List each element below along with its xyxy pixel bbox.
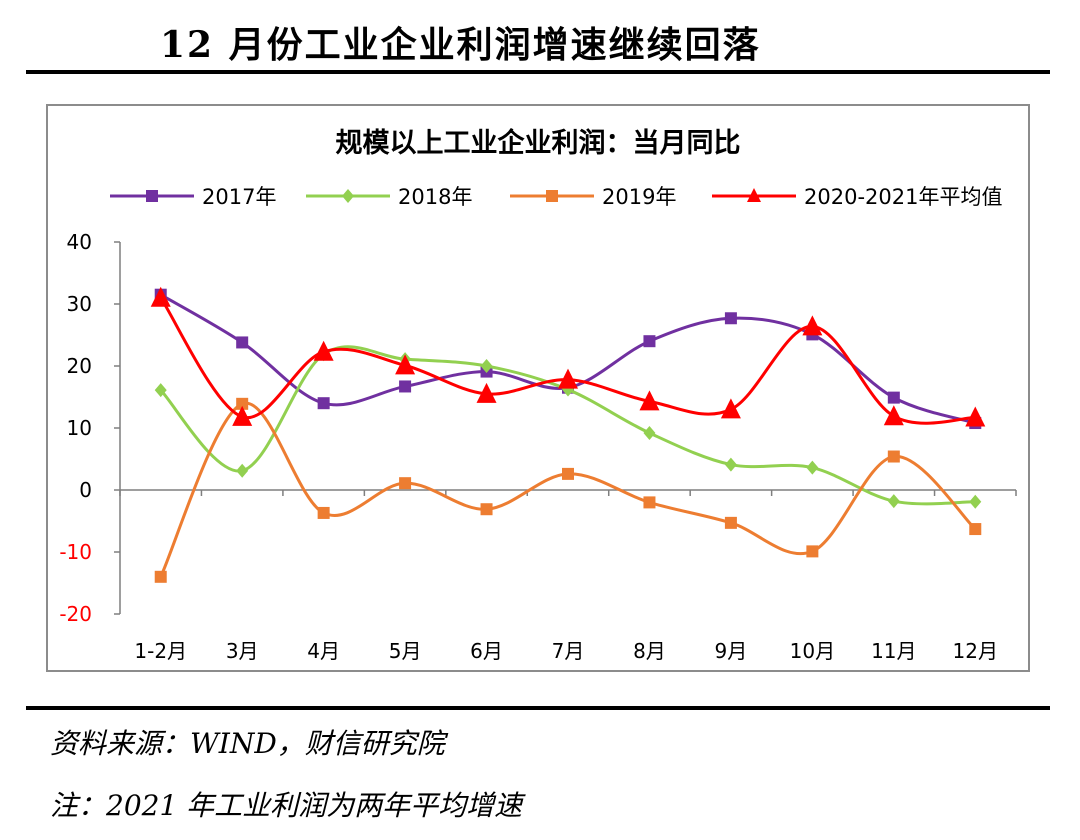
x-tick-label: 7月 [552,639,585,663]
data-point [317,506,330,519]
data-point [887,391,900,404]
data-point [965,406,986,427]
legend-item: 2017年 [110,185,276,209]
data-point [969,494,982,509]
chart-series [150,286,986,583]
data-point [317,397,330,410]
data-point [480,359,493,373]
y-tick-label: 20 [67,354,92,378]
data-point [562,467,574,480]
legend-marker [146,190,158,202]
x-tick-label: 1-2月 [134,639,187,663]
legend-label: 2017年 [202,185,276,209]
x-tick-label: 6月 [470,639,503,663]
y-tick-label: -10 [59,540,92,564]
legend-marker [747,188,761,202]
data-point [643,425,656,440]
series-line [159,293,976,425]
series-3 [154,397,982,583]
x-tick-label: 10月 [790,639,835,663]
data-point [236,336,249,349]
footer-rule [26,706,1050,710]
data-point [969,523,982,536]
legend-marker [546,190,558,202]
y-tick-label: 30 [67,292,92,316]
x-tick-label: 9月 [715,639,748,663]
x-tick-label: 11月 [871,639,916,663]
chart-frame: 规模以上工业企业利润：当月同比 2017年 2018年 2019年 2020-2021… [46,104,1030,672]
data-point [639,390,660,411]
data-point [476,382,497,403]
data-point [232,405,253,426]
data-point [806,460,819,475]
chart-legend: 2017年 2018年 2019年 2020-2021年平均值 [110,185,1002,209]
series-4 [150,286,986,427]
data-point [236,397,249,410]
page-title: 12 月份工业企业利润增速继续回落 [160,24,761,66]
data-point [724,312,737,325]
x-tick-label: 8月 [633,639,666,663]
data-point [154,570,167,583]
title-rule [26,70,1050,74]
legend-item: 2018年 [306,185,472,209]
legend-label: 2019年 [602,185,676,209]
legend-label: 2020-2021年平均值 [804,185,1002,209]
data-point [313,340,334,361]
data-point [806,545,819,558]
legend-item: 2020-2021年平均值 [712,185,1002,209]
x-tick-label: 5月 [389,639,422,663]
data-point [154,383,167,398]
legend-marker [342,189,354,203]
data-point [399,380,412,393]
source-note: 资料来源：WIND，财信研究院 [50,727,445,760]
x-tick-label: 3月 [226,639,259,663]
line-chart: 规模以上工业企业利润：当月同比 2017年 2018年 2019年 2020-2021… [59,127,1017,663]
x-tick-label: 12月 [953,639,998,663]
data-point [883,405,904,426]
legend-label: 2018年 [398,185,472,209]
data-point [887,494,900,509]
data-point [643,335,656,348]
y-tick-label: -20 [59,602,92,626]
x-tick-label: 4月 [307,639,340,663]
data-point [887,450,900,463]
series-line [159,296,976,425]
y-tick-label: 0 [79,478,92,502]
data-point [150,286,171,307]
data-point [395,354,416,375]
data-point [643,496,656,509]
data-point [480,503,493,516]
y-tick-label: 10 [67,416,92,440]
data-point [802,315,823,336]
data-point [724,457,737,472]
data-point [236,463,249,478]
data-point [558,368,578,389]
series-line [159,345,976,506]
data-point [399,477,412,490]
chart-title: 规模以上工业企业利润：当月同比 [336,127,741,159]
legend-item: 2019年 [510,185,676,209]
y-tick-label: 40 [67,230,92,254]
footnote: 注：2021 年工业利润为两年平均增速 [50,789,523,822]
series-1 [154,288,982,430]
data-point [720,398,741,419]
data-point [724,516,737,529]
series-line [159,401,977,578]
